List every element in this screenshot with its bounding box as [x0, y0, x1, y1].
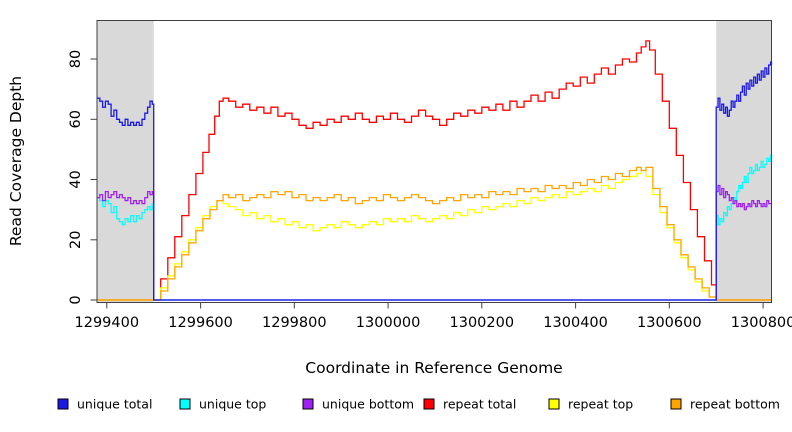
- plot-dynamic-layer: 1299400 1299600 1299800 1300000 1300200 13004…: [57, 20, 792, 412]
- series-line-repeat-top: [97, 169, 772, 301]
- legend-swatch-repeat-top: [548, 398, 560, 410]
- x-tick-label: 1299800: [262, 315, 327, 331]
- x-tick-label: 1300600: [637, 315, 702, 331]
- x-tick-label: 1300400: [543, 315, 608, 331]
- x-tick-label: 1299400: [75, 315, 140, 331]
- legend-swatch-unique-bottom: [302, 398, 314, 410]
- legend-label-unique-total: unique total: [77, 397, 152, 412]
- y-tick-label: 60: [68, 110, 84, 128]
- series-line-repeat-bottom: [97, 166, 772, 301]
- y-tick-label: 80: [68, 50, 84, 68]
- series-line-unique-top: [97, 154, 773, 301]
- series-line-repeat-total: [97, 40, 772, 301]
- plot-frame: [96, 20, 772, 303]
- y-tick-label: 40: [68, 170, 84, 188]
- shaded-region: [97, 21, 154, 302]
- y-axis-title: Read Coverage Depth: [7, 76, 25, 246]
- legend-label-repeat-top: repeat top: [568, 397, 633, 412]
- y-tick-label: 0: [68, 295, 84, 304]
- x-axis-title: Coordinate in Reference Genome: [305, 359, 562, 377]
- y-tick-label: 20: [68, 231, 84, 249]
- series-line-unique-bottom: [97, 184, 772, 301]
- legend-swatch-repeat-bottom: [670, 398, 682, 410]
- series-line-unique-total: [97, 61, 773, 301]
- legend-swatch-unique-top: [179, 398, 191, 410]
- legend-swatch-repeat-total: [423, 398, 435, 410]
- legend-label-repeat-bottom: repeat bottom: [690, 397, 780, 412]
- x-tick-label: 1300800: [731, 315, 792, 331]
- legend-label-unique-bottom: unique bottom: [322, 397, 414, 412]
- legend-label-repeat-total: repeat total: [443, 397, 516, 412]
- legend-swatch-unique-total: [57, 398, 69, 410]
- x-tick-label: 1300200: [450, 315, 515, 331]
- legend-label-unique-top: unique top: [199, 397, 266, 412]
- x-tick-label: 1299600: [168, 315, 233, 331]
- x-tick-label: 1300000: [356, 315, 421, 331]
